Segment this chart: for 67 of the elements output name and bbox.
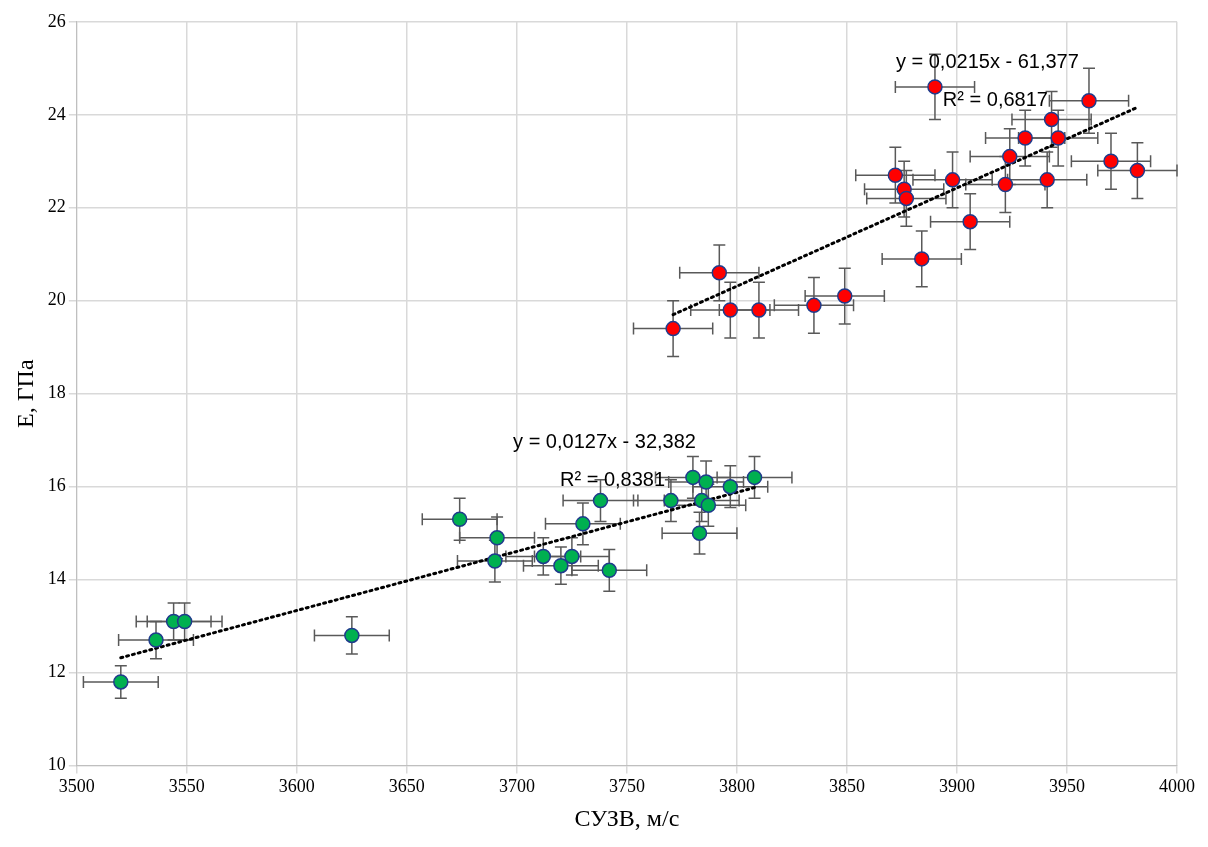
point	[751, 302, 767, 318]
x-tick-label: 3550	[168, 776, 205, 797]
point	[592, 492, 609, 509]
point	[1002, 148, 1018, 165]
point	[898, 190, 915, 207]
x-axis-title: СУЗВ, м/с	[574, 804, 680, 831]
point	[685, 469, 701, 486]
point	[601, 562, 618, 579]
point	[746, 469, 763, 486]
point	[722, 478, 739, 495]
y-tick-label: 16	[47, 475, 66, 496]
y-tick-label: 22	[47, 196, 66, 217]
y-tick-label: 26	[47, 10, 66, 31]
point	[722, 302, 739, 318]
point	[665, 320, 681, 337]
y-tick-label: 24	[47, 103, 66, 124]
x-tick-label: 3650	[388, 776, 425, 797]
annotation: y = 0,0215x - 61,377	[895, 49, 1079, 72]
x-tick-label: 3750	[608, 776, 645, 797]
point	[113, 674, 129, 690]
y-tick-label: 20	[47, 289, 66, 310]
point	[1129, 162, 1146, 179]
y-tick-label: 10	[47, 754, 66, 775]
point	[914, 251, 930, 267]
x-tick-label: 3850	[828, 776, 865, 797]
y-tick-label: 18	[47, 382, 66, 403]
point	[564, 548, 580, 565]
point	[1043, 111, 1060, 128]
x-tick-label: 3700	[498, 776, 535, 797]
point	[1050, 130, 1066, 146]
point	[700, 497, 717, 514]
point	[997, 176, 1014, 193]
x-tick-label: 3950	[1048, 776, 1085, 797]
y-tick-label: 12	[47, 661, 66, 682]
point	[1039, 172, 1055, 188]
point	[711, 265, 728, 281]
y-axis-title: E, ГПа	[11, 359, 38, 428]
annotation: y = 0,0127x - 32,382	[513, 430, 696, 453]
x-tick-label: 3800	[718, 776, 755, 797]
point	[887, 167, 904, 183]
point	[344, 627, 360, 644]
point	[148, 632, 164, 648]
annotation: R² = 0,6817	[942, 87, 1048, 110]
point	[553, 557, 569, 574]
point	[1081, 93, 1097, 109]
x-tick-label: 4000	[1159, 776, 1195, 797]
point	[1103, 153, 1119, 170]
point	[487, 553, 503, 569]
x-tick-label: 3900	[938, 776, 975, 797]
annotation: R² = 0,8381	[559, 468, 666, 491]
point	[836, 288, 853, 304]
point	[535, 548, 552, 565]
point	[1017, 130, 1033, 146]
y-tick-label: 14	[47, 568, 66, 589]
point	[176, 613, 193, 630]
point	[575, 516, 591, 532]
point	[962, 213, 978, 230]
point	[663, 492, 679, 509]
x-tick-label: 3500	[58, 776, 95, 797]
point	[927, 79, 943, 95]
point	[691, 525, 708, 541]
point	[698, 474, 714, 490]
point	[489, 530, 505, 546]
point	[944, 172, 961, 188]
point	[451, 511, 468, 527]
x-tick-label: 3600	[278, 776, 315, 797]
point	[806, 297, 822, 314]
